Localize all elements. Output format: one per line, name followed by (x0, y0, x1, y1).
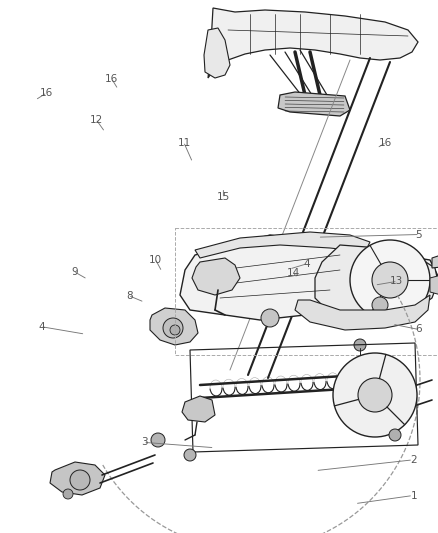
Text: 5: 5 (415, 230, 422, 239)
Polygon shape (278, 92, 350, 116)
Circle shape (70, 470, 90, 490)
Polygon shape (432, 252, 438, 268)
Polygon shape (195, 232, 370, 258)
Circle shape (333, 353, 417, 437)
Circle shape (170, 325, 180, 335)
Circle shape (163, 318, 183, 338)
Polygon shape (430, 274, 438, 296)
Polygon shape (208, 8, 418, 78)
Circle shape (372, 262, 408, 298)
Text: 16: 16 (39, 88, 53, 98)
Text: 10: 10 (149, 255, 162, 264)
Text: 14: 14 (287, 268, 300, 278)
Text: 11: 11 (177, 138, 191, 148)
Circle shape (184, 449, 196, 461)
Text: 16: 16 (105, 74, 118, 84)
Circle shape (389, 429, 401, 441)
Text: 8: 8 (126, 291, 133, 301)
Circle shape (372, 297, 388, 313)
Text: 4: 4 (38, 322, 45, 332)
Circle shape (63, 489, 73, 499)
Polygon shape (180, 235, 438, 320)
Text: 16: 16 (379, 138, 392, 148)
Circle shape (354, 339, 366, 351)
Polygon shape (315, 245, 438, 318)
Text: 15: 15 (217, 192, 230, 202)
Text: 1: 1 (410, 491, 417, 500)
Circle shape (358, 378, 392, 412)
Circle shape (350, 240, 430, 320)
Polygon shape (192, 258, 240, 295)
Text: 6: 6 (415, 325, 422, 334)
Text: 4: 4 (303, 259, 310, 269)
Polygon shape (150, 308, 198, 345)
Polygon shape (295, 295, 430, 330)
Text: 13: 13 (390, 277, 403, 286)
Circle shape (261, 309, 279, 327)
Polygon shape (50, 462, 105, 495)
Text: 12: 12 (90, 115, 103, 125)
Text: 3: 3 (141, 438, 148, 447)
Text: 2: 2 (410, 455, 417, 465)
Text: 9: 9 (71, 267, 78, 277)
Polygon shape (182, 396, 215, 422)
Polygon shape (204, 28, 230, 78)
Circle shape (151, 433, 165, 447)
